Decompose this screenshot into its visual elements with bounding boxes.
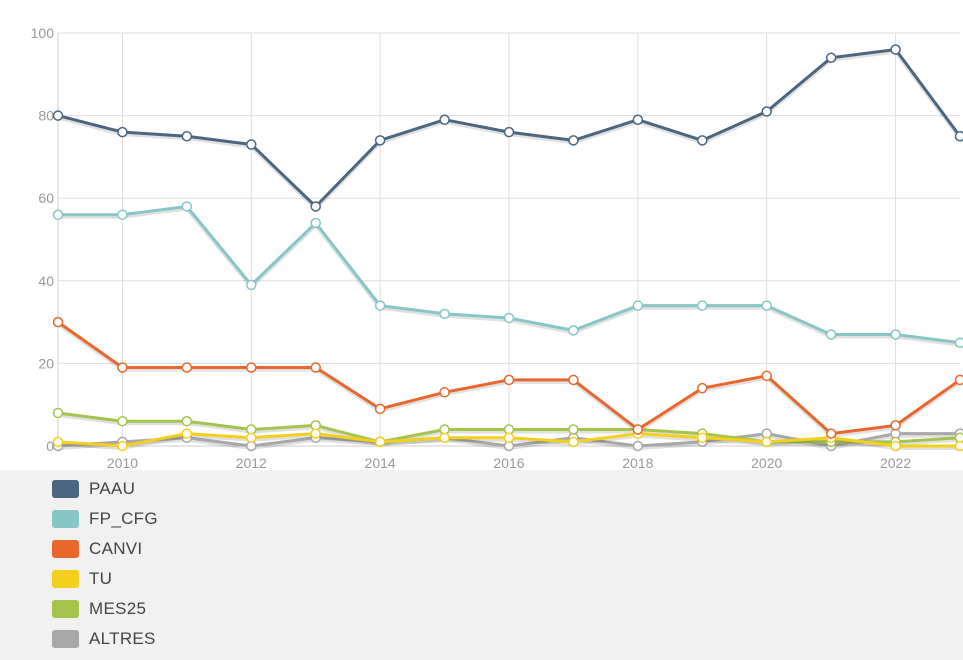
plot-area: 0 20 40 60 80 100 2010 2012 2014 2016 2018 2020 2022 — [0, 0, 963, 470]
legend: PAAU FP_CFG CANVI TU MES25 ALTRES — [52, 474, 352, 654]
data-point-fp-cfg — [310, 217, 321, 229]
data-point-paau — [310, 201, 321, 212]
legend-swatch-fp-cfg — [52, 510, 79, 528]
data-point-fp-cfg — [632, 300, 644, 311]
legend-swatch-canvi — [52, 540, 79, 558]
data-point-mes25 — [568, 424, 579, 435]
data-point-tu — [503, 432, 515, 443]
data-point-canvi — [697, 382, 708, 394]
data-point-altres — [632, 440, 644, 452]
data-point-canvi — [761, 370, 772, 382]
x-tick-label: 2016 — [493, 455, 524, 470]
data-point-canvi — [439, 387, 450, 398]
data-point-paau — [246, 139, 257, 150]
data-point-fp-cfg — [954, 337, 963, 348]
data-point-paau — [697, 135, 708, 146]
data-point-canvi — [890, 420, 901, 431]
data-point-fp-cfg — [568, 325, 579, 336]
legend-label: PAAU — [89, 479, 136, 498]
data-point-tu — [890, 440, 901, 452]
legend-item-canvi[interactable]: CANVI — [52, 534, 352, 564]
y-tick-label: 80 — [38, 108, 54, 124]
y-tick-label: 0 — [46, 438, 54, 454]
data-point-fp-cfg — [52, 209, 64, 220]
data-point-fp-cfg — [181, 201, 193, 212]
y-tick-label: 20 — [38, 355, 54, 371]
data-point-canvi — [181, 362, 193, 373]
legend-label: TU — [89, 569, 113, 588]
x-tick-label: 2014 — [365, 455, 396, 470]
data-point-tu — [439, 432, 450, 443]
data-point-paau — [825, 52, 837, 64]
data-point-fp-cfg — [825, 329, 837, 340]
x-tick-label: 2012 — [236, 455, 267, 470]
data-point-paau — [890, 44, 901, 55]
data-point-paau — [632, 114, 644, 125]
data-point-canvi — [954, 374, 963, 386]
data-point-tu — [117, 440, 128, 452]
x-tick-label: 2022 — [880, 455, 911, 470]
data-point-canvi — [568, 374, 579, 386]
x-tick-label: 2020 — [751, 455, 782, 470]
data-point-paau — [503, 126, 515, 138]
data-point-fp-cfg — [503, 312, 515, 324]
legend-item-mes25[interactable]: MES25 — [52, 594, 352, 624]
data-point-canvi — [632, 424, 644, 435]
legend-label: ALTRES — [89, 629, 156, 648]
data-point-tu — [310, 428, 321, 439]
data-point-tu — [181, 428, 193, 439]
data-point-tu — [697, 432, 708, 443]
data-point-mes25 — [117, 415, 128, 427]
data-point-paau — [52, 110, 64, 121]
y-tick-label: 60 — [38, 190, 54, 206]
data-point-tu — [761, 436, 772, 448]
data-point-canvi — [246, 362, 257, 373]
data-point-fp-cfg — [439, 308, 450, 320]
data-point-paau — [761, 106, 772, 117]
legend-swatch-mes25 — [52, 600, 79, 618]
legend-item-fp-cfg[interactable]: FP_CFG — [52, 504, 352, 534]
data-point-tu — [568, 436, 579, 448]
legend-label: FP_CFG — [89, 509, 158, 528]
legend-label: MES25 — [89, 599, 147, 618]
legend-label: CANVI — [89, 539, 143, 558]
data-point-canvi — [503, 374, 515, 386]
data-point-paau — [954, 131, 963, 142]
data-point-canvi — [825, 428, 837, 439]
data-point-tu — [954, 440, 963, 452]
y-tick-label: 100 — [31, 25, 55, 41]
data-point-tu — [52, 436, 64, 448]
legend-item-paau[interactable]: PAAU — [52, 474, 352, 504]
data-point-fp-cfg — [117, 209, 128, 220]
data-point-canvi — [374, 403, 386, 415]
data-point-paau — [181, 131, 193, 142]
data-point-paau — [568, 135, 579, 146]
x-tick-label: 2010 — [107, 455, 138, 470]
data-point-mes25 — [52, 407, 64, 419]
data-point-canvi — [117, 362, 128, 373]
data-point-canvi — [310, 362, 321, 373]
legend-swatch-altres — [52, 630, 79, 648]
data-point-fp-cfg — [374, 300, 386, 311]
data-point-tu — [246, 432, 257, 443]
legend-item-tu[interactable]: TU — [52, 564, 352, 594]
data-point-paau — [117, 126, 128, 138]
legend-swatch-paau — [52, 480, 79, 498]
line-chart: 0 20 40 60 80 100 2010 2012 2014 2016 2018 2020 2022 — [31, 25, 963, 470]
data-point-fp-cfg — [697, 300, 708, 311]
data-point-tu — [374, 436, 386, 448]
data-point-mes25 — [181, 415, 193, 427]
legend-item-altres[interactable]: ALTRES — [52, 624, 352, 654]
data-point-fp-cfg — [246, 279, 257, 291]
data-point-paau — [374, 135, 386, 146]
data-point-fp-cfg — [761, 300, 772, 311]
y-tick-label: 40 — [38, 273, 54, 289]
x-tick-label: 2018 — [622, 455, 653, 470]
data-point-fp-cfg — [890, 329, 901, 340]
data-point-paau — [439, 114, 450, 125]
legend-swatch-tu — [52, 570, 79, 588]
data-point-canvi — [52, 316, 64, 328]
